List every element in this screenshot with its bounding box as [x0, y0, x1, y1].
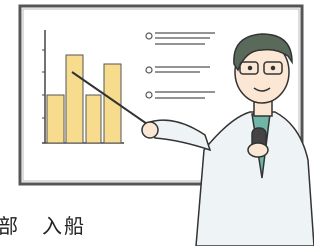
illustration: 部 入船	[0, 0, 314, 246]
caption: 部 入船	[0, 210, 86, 239]
